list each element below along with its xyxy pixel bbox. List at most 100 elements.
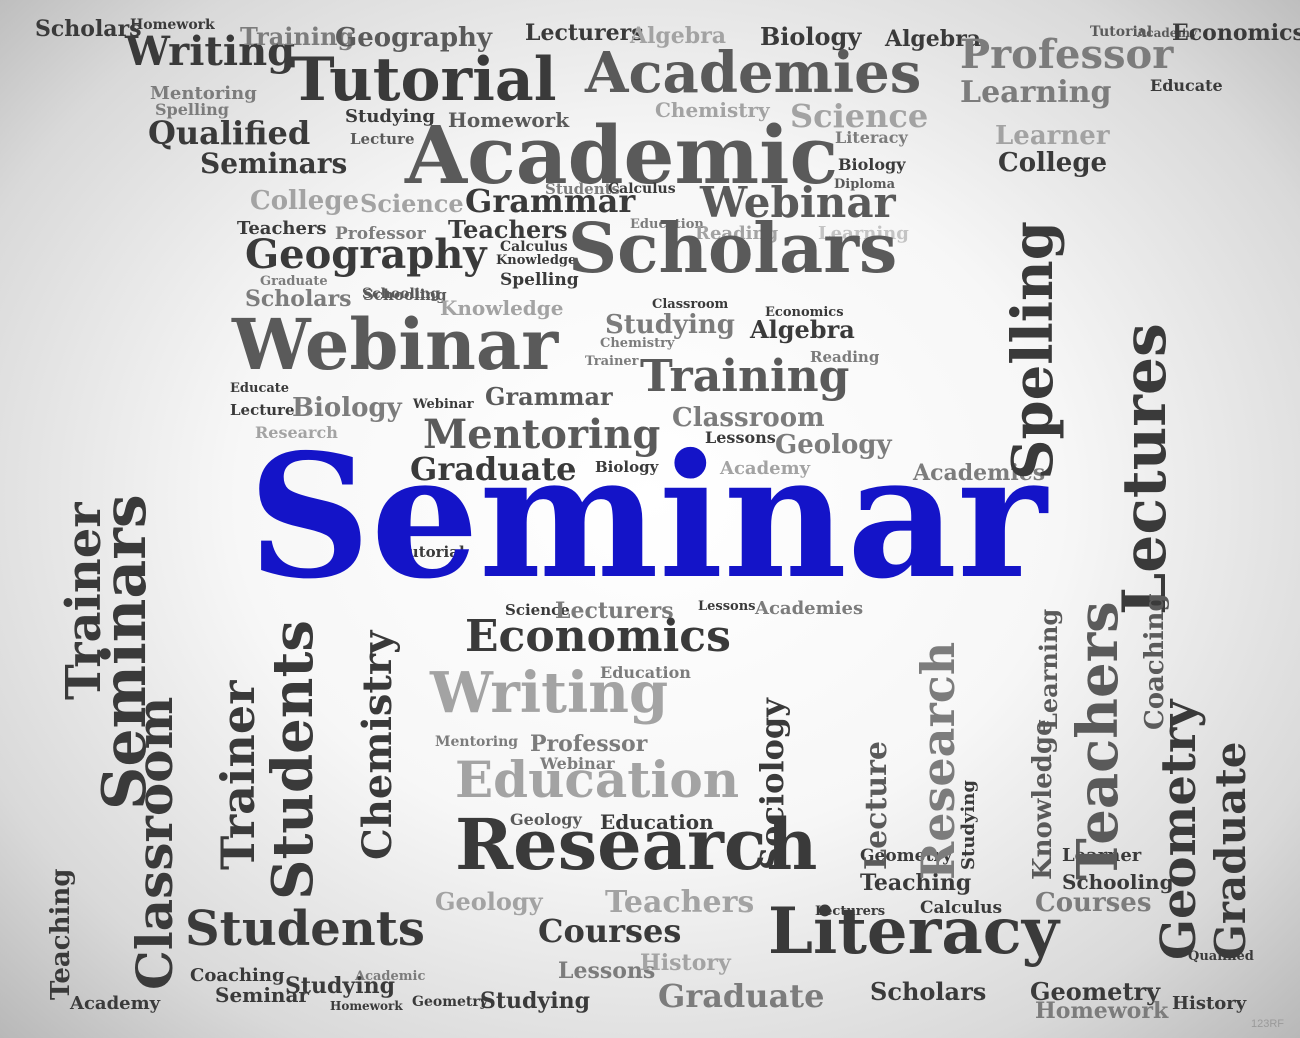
cloud-word-science: Science [505,601,570,619]
cloud-word-homework: Homework [330,999,403,1013]
cloud-word-lecturers: Lecturers [525,20,644,46]
cloud-word-sociology: Sociology [753,698,791,870]
cloud-word-lecture: Lecture [350,130,415,148]
cloud-word-students: Students [260,620,326,900]
cloud-word-history: History [640,950,731,976]
cloud-word-learner: Learner [1062,845,1142,866]
cloud-word-graduate: Graduate [658,977,825,1015]
cloud-word-academies: Academies [755,598,864,619]
cloud-word-calculus: Calculus [500,239,568,255]
cloud-word-spelling: Spelling [500,270,579,290]
cloud-word-research: Research [455,803,818,886]
cloud-word-academies: Academies [913,460,1046,486]
cloud-word-scholars: Scholars [35,16,142,42]
cloud-word-algebra: Algebra [885,26,982,52]
cloud-word-mentoring: Mentoring [423,411,661,458]
cloud-word-biology: Biology [595,458,659,476]
cloud-word-grammar: Grammar [465,182,636,220]
cloud-word-schooling: Schooling [1062,870,1174,894]
cloud-word-learning: Learning [1034,608,1063,730]
cloud-word-scholars: Scholars [568,209,898,289]
cloud-word-economics: Economics [765,305,844,320]
cloud-word-webinar: Webinar [413,397,474,412]
cloud-word-economics: Economics [1172,20,1300,46]
cloud-word-educate: Educate [230,381,290,396]
cloud-word-education: Education [455,750,740,809]
cloud-word-geometry: Geometry [1151,699,1207,960]
cloud-word-professor: Professor [335,224,426,244]
cloud-word-lecturers: Lecturers [555,598,674,624]
cloud-word-biology: Biology [760,22,862,51]
cloud-word-studying: Studying [345,106,435,127]
cloud-word-homework: Homework [448,108,570,132]
cloud-word-studying: Studying [605,310,735,340]
cloud-word-geology: Geology [435,887,543,916]
cloud-word-literacy: Literacy [768,894,1059,969]
cloud-word-science: Science [360,189,464,218]
cloud-word-classroom: Classroom [652,297,729,312]
cloud-word-college: College [250,186,360,216]
cloud-word-studying: Studying [285,973,395,999]
cloud-word-academy: Academy [1137,26,1198,40]
cloud-word-classroom: Classroom [672,403,825,433]
cloud-word-research: Research [255,423,338,442]
cloud-word-webinar: Webinar [540,754,615,773]
cloud-word-lessons: Lessons [698,599,756,614]
cloud-word-literacy: Literacy [835,128,908,147]
cloud-word-academy: Academy [720,458,811,479]
cloud-word-diploma: Diploma [834,177,896,192]
cloud-word-geometry: Geometry [1030,977,1161,1006]
cloud-word-reading: Reading [695,223,779,244]
cloud-word-economics: Economics [465,611,731,662]
cloud-word-training: Training [640,351,850,402]
cloud-word-learning: Learning [960,75,1112,110]
cloud-word-studying: Studying [480,988,590,1014]
watermark: 123RF [1250,1018,1284,1030]
cloud-word-science: Science [790,97,929,135]
cloud-word-teaching: Teaching [860,870,972,896]
cloud-word-coaching: Coaching [190,965,285,986]
cloud-word-writing: Writing [430,660,669,726]
cloud-word-academic: Academic [405,108,839,202]
cloud-word-schooling: Schooling [362,286,441,302]
cloud-word-teaching: Teaching [46,868,76,1000]
cloud-word-biology: Biology [838,155,906,174]
cloud-word-biology: Biology [292,393,402,423]
cloud-word-geography: Geography [335,23,493,53]
cloud-word-calculus: Calculus [920,898,1003,918]
cloud-word-graduate: Graduate [260,274,328,289]
cloud-word-grammar: Grammar [485,382,613,411]
cloud-word-academy: Academy [70,993,161,1014]
cloud-word-learning: Learning [818,223,909,244]
cloud-word-education: Education [630,217,704,232]
cloud-word-chemistry: Chemistry [354,630,401,860]
cloud-word-geography: Geography [245,231,487,278]
cloud-word-trainer: Trainer [211,680,265,870]
cloud-word-college: College [998,148,1108,178]
cloud-word-research: Research [911,641,965,880]
cloud-word-professor: Professor [960,31,1174,78]
cloud-word-scholars: Scholars [245,286,352,312]
cloud-word-tutorial: Tutorial [398,543,465,561]
cloud-word-geometry: Geometry [860,846,953,866]
cloud-word-schooling: Schooling [363,286,447,304]
cloud-word-seminar: Seminar [215,983,309,1007]
cloud-word-classroom: Classroom [125,696,184,990]
cloud-word-lessons: Lessons [705,428,776,447]
cloud-word-lecturers: Lecturers [815,904,886,919]
cloud-word-graduate: Graduate [410,450,577,488]
cloud-word-webinar: Webinar [700,178,896,227]
cloud-word-history: History [1172,993,1247,1014]
cloud-word-chemistry: Chemistry [655,98,770,122]
cloud-word-webinar: Webinar [232,303,559,386]
cloud-word-homework: Homework [130,17,215,33]
cloud-word-qualified: Qualified [1188,949,1254,964]
cloud-word-training: Training [240,22,355,51]
cloud-word-chemistry: Chemistry [600,336,675,351]
cloud-word-education: Education [600,810,714,834]
cloud-word-tutorial: Tutorial [1090,24,1153,40]
cloud-word-studying: Studying [958,780,979,870]
cloud-word-lecture: Lecture [230,401,295,419]
cloud-word-trainer: Trainer [585,354,639,369]
